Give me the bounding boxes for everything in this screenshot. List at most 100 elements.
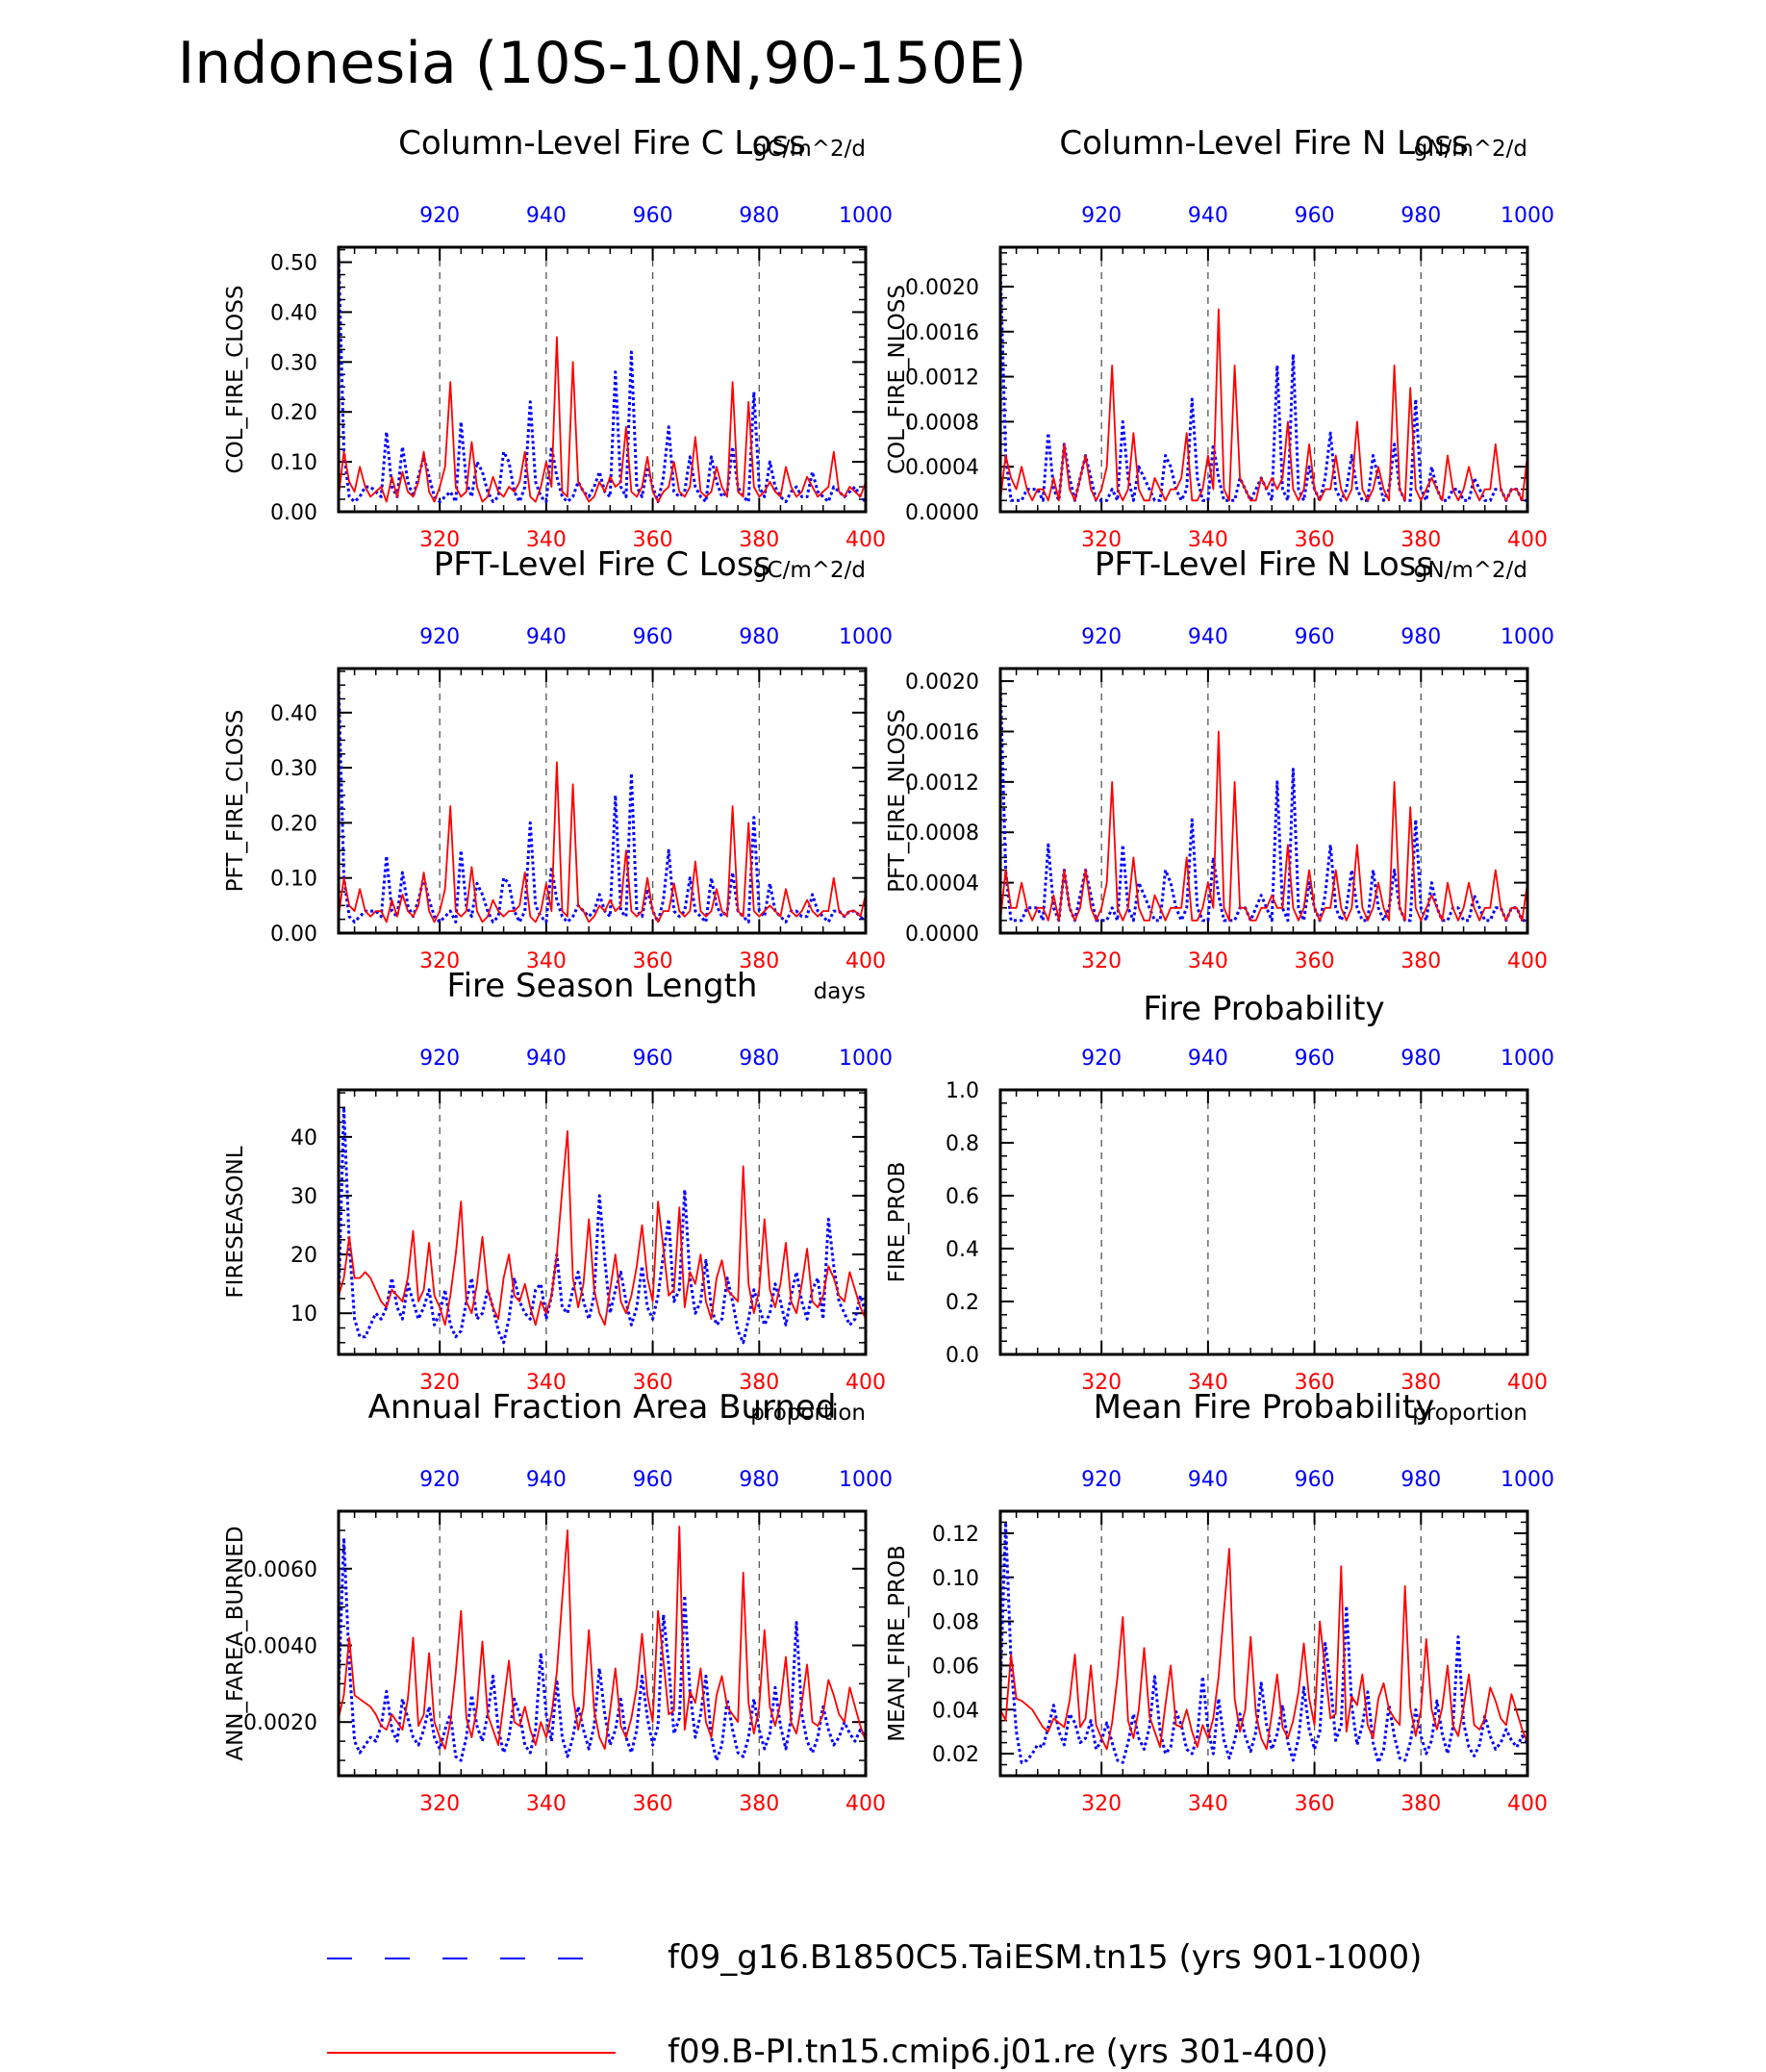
series-line-case2 — [1000, 730, 1527, 922]
x-top-tick-label: 960 — [1295, 204, 1335, 228]
chart-title: Column-Level Fire N Loss — [1059, 124, 1468, 163]
x-bottom-tick-label: 360 — [1295, 1371, 1335, 1395]
legend-label-case2: f09.B-PI.tn15.cmip6.j01.re (yrs 301-400) — [668, 2033, 1328, 2071]
plot-frame — [337, 245, 868, 514]
legend-label-case1: f09_g16.B1850C5.TaiESM.tn15 (yrs 901-100… — [668, 1938, 1422, 1977]
y-tick-label: 0.0008 — [905, 821, 979, 846]
x-top-tick-label: 920 — [1081, 204, 1122, 228]
series-line-case2 — [1000, 1548, 1527, 1751]
y-tick-label: 0.0020 — [905, 670, 979, 695]
x-top-tick-label: 980 — [1400, 1047, 1441, 1071]
y-tick-label: 10 — [290, 1302, 317, 1327]
x-top-tick-label: 940 — [1188, 625, 1228, 649]
x-bottom-tick-label: 320 — [419, 528, 460, 552]
y-tick-label: 0.8 — [946, 1132, 979, 1156]
plot-frame — [337, 1088, 868, 1356]
series-line-case1 — [1000, 681, 1527, 922]
x-top-tick-label: 1000 — [839, 1468, 893, 1492]
x-bottom-tick-label: 360 — [633, 1371, 673, 1395]
x-top-tick-label: 980 — [739, 625, 779, 649]
chart-title: Fire Probability — [1143, 990, 1384, 1028]
units-label: gC/m^2/d — [753, 137, 866, 162]
figure-title: Indonesia (10S-10N,90-150E) — [178, 30, 1027, 97]
series-line-case2 — [339, 1129, 866, 1327]
y-tick-label: 0.12 — [932, 1523, 979, 1547]
x-bottom-tick-label: 340 — [526, 528, 567, 552]
chart-title: PFT-Level Fire N Loss — [1095, 545, 1433, 584]
y-tick-label: 0.04 — [932, 1699, 979, 1723]
x-bottom-tick-label: 320 — [1081, 528, 1122, 552]
x-bottom-tick-label: 380 — [739, 528, 779, 552]
series-line-case2 — [339, 761, 866, 923]
x-bottom-tick-label: 340 — [526, 949, 567, 973]
x-top-tick-label: 1000 — [839, 204, 893, 228]
x-top-tick-label: 920 — [1081, 1047, 1122, 1071]
plot-frame — [998, 1088, 1529, 1356]
units-label: days — [814, 979, 866, 1004]
units-label: gN/m^2/d — [1414, 137, 1527, 162]
y-tick-label: 0.0020 — [905, 276, 979, 300]
y-axis-label: FIRE_PROB — [885, 1162, 910, 1283]
x-top-tick-label: 960 — [633, 204, 673, 228]
x-top-tick-label: 1000 — [1501, 204, 1554, 228]
x-top-tick-label: 940 — [526, 1047, 567, 1071]
y-tick-label: 0.30 — [270, 757, 317, 781]
x-top-tick-label: 960 — [633, 625, 673, 649]
x-top-tick-label: 940 — [1188, 1047, 1228, 1071]
x-bottom-tick-label: 360 — [633, 949, 673, 973]
x-bottom-tick-label: 380 — [739, 949, 779, 973]
x-bottom-tick-label: 380 — [1400, 1792, 1441, 1816]
chart-title: Annual Fraction Area Burned — [368, 1388, 837, 1427]
x-bottom-tick-label: 340 — [1188, 1371, 1228, 1395]
x-top-tick-label: 940 — [526, 1468, 567, 1492]
y-tick-label: 0.0008 — [905, 411, 979, 435]
x-bottom-tick-label: 360 — [1295, 949, 1335, 973]
plot-frame — [998, 1509, 1529, 1778]
x-top-tick-label: 920 — [419, 625, 460, 649]
x-top-tick-label: 960 — [633, 1047, 673, 1071]
x-top-tick-label: 940 — [526, 204, 567, 228]
x-top-tick-label: 920 — [1081, 1468, 1122, 1492]
x-bottom-tick-label: 400 — [1507, 1371, 1548, 1395]
y-tick-label: 0.10 — [270, 868, 317, 892]
x-top-tick-label: 960 — [633, 1468, 673, 1492]
x-top-tick-label: 980 — [1400, 1468, 1441, 1492]
x-bottom-tick-label: 380 — [1400, 528, 1441, 552]
x-top-tick-label: 960 — [1295, 625, 1335, 649]
y-tick-label: 0.0000 — [905, 501, 979, 525]
units-label: gN/m^2/d — [1414, 558, 1527, 583]
x-bottom-tick-label: 340 — [1188, 1792, 1228, 1816]
x-bottom-tick-label: 360 — [633, 1792, 673, 1816]
y-tick-label: 0.00 — [270, 922, 317, 947]
x-top-tick-label: 920 — [419, 1468, 460, 1492]
x-bottom-tick-label: 380 — [1400, 949, 1441, 973]
x-top-tick-label: 980 — [739, 1047, 779, 1071]
units-label: proportion — [750, 1401, 866, 1426]
x-top-tick-label: 1000 — [1501, 1047, 1554, 1071]
chart-title: Column-Level Fire C Loss — [398, 124, 806, 163]
x-top-tick-label: 1000 — [1501, 625, 1554, 649]
y-tick-label: 0.6 — [946, 1185, 979, 1209]
units-label: gC/m^2/d — [753, 558, 866, 583]
chart-panel-fireseasonl: Fire Season Length days 320 340 360 380 400 920… — [223, 967, 893, 1395]
y-tick-label: 0.00 — [270, 501, 317, 525]
y-tick-label: 0.0012 — [905, 771, 979, 796]
x-top-tick-label: 920 — [419, 204, 460, 228]
x-bottom-tick-label: 340 — [526, 1371, 567, 1395]
y-tick-label: 0.0004 — [905, 872, 979, 897]
y-tick-label: 0.0016 — [905, 321, 979, 345]
y-axis-label: FIRESEASONL — [223, 1146, 248, 1298]
chart-panel-fire-prob: Fire Probability 320 340 360 380 400 920 940 960… — [885, 990, 1554, 1395]
y-tick-label: 1.0 — [946, 1079, 979, 1103]
y-tick-label: 0.0040 — [243, 1634, 317, 1658]
y-tick-label: 0.20 — [270, 401, 317, 425]
x-bottom-tick-label: 380 — [739, 1792, 779, 1816]
x-bottom-tick-label: 400 — [845, 528, 886, 552]
plot-frame — [337, 667, 868, 935]
series-line-case2 — [339, 336, 866, 503]
